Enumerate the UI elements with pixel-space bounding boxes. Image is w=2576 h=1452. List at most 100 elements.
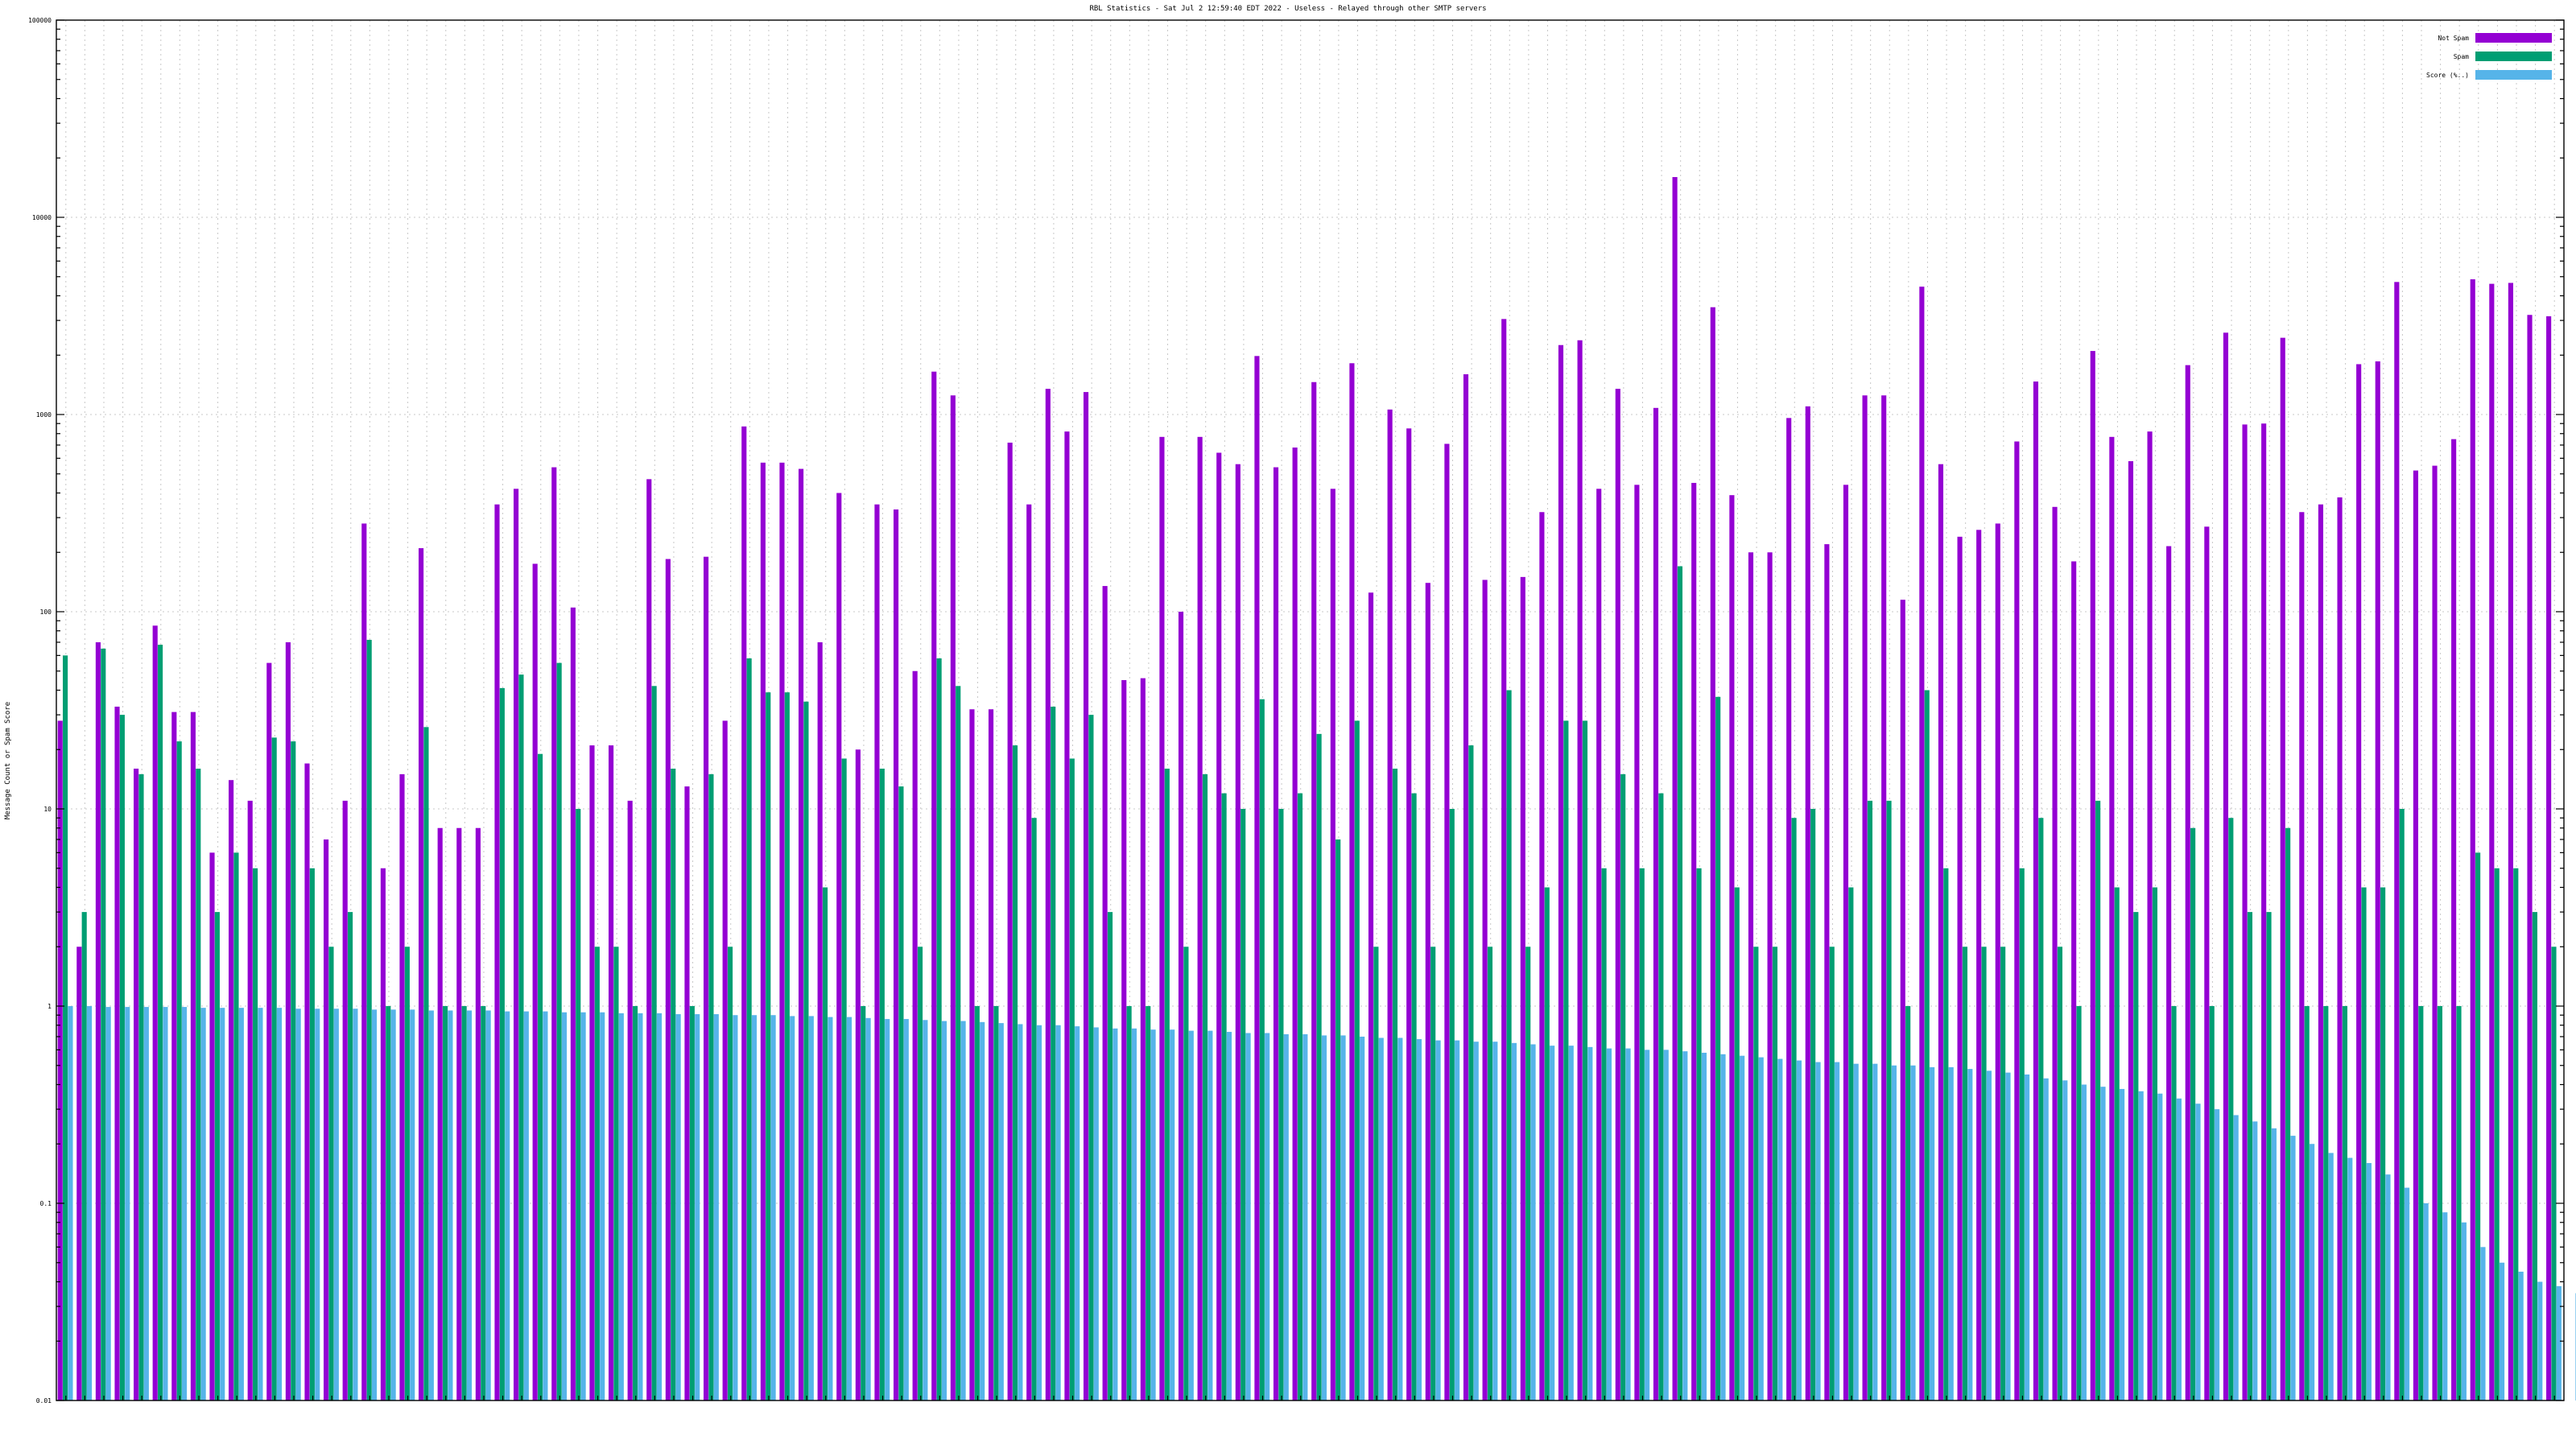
bar [1957,536,1963,1400]
bar [2380,887,2386,1400]
bar [2280,337,2285,1400]
bar [1981,947,1987,1400]
legend-label: Not Spam [2438,35,2469,42]
bar [532,563,538,1401]
bar [315,1009,320,1400]
bar [1577,340,1583,1400]
bar [1758,1057,1764,1400]
bar [1943,868,1949,1400]
bar [1007,442,1013,1401]
bar [348,912,353,1400]
bar [295,1009,301,1400]
bar [766,692,771,1400]
bar [1753,947,1759,1400]
bar [214,912,220,1400]
bar [2266,912,2272,1400]
bar [456,827,462,1400]
bar [1292,448,1298,1400]
bar [1848,887,1854,1400]
bar [1786,418,1792,1400]
bar [2347,1157,2353,1400]
bar [342,800,348,1400]
bar [1064,431,1070,1400]
bar [2494,868,2500,1400]
bar [171,712,177,1400]
bar [1378,1037,1384,1400]
bar [1729,495,1735,1401]
bar [442,1006,448,1400]
bar [304,763,310,1400]
bar [722,720,728,1400]
bar [1843,485,1849,1400]
bar [675,1014,681,1400]
bar [695,1014,700,1400]
bar [2500,1262,2505,1400]
bar [2423,1203,2429,1400]
bar [481,1006,486,1400]
bar [1045,389,1051,1400]
bar [2394,282,2400,1401]
bar [2318,504,2324,1401]
bar [1995,523,2000,1401]
bar [1283,1033,1289,1400]
bar [1701,1052,1707,1400]
bar [485,1010,491,1400]
bar [746,658,752,1400]
bar [1178,612,1184,1400]
bar [1511,1042,1517,1400]
bar [158,645,163,1400]
bar [689,1006,695,1400]
bar [1568,1046,1574,1400]
bar [1411,793,1417,1400]
bar [609,745,614,1400]
bar [1791,818,1797,1400]
bar [551,467,557,1400]
bar [291,741,296,1400]
bar [1740,1055,1745,1400]
bar [176,741,182,1400]
bar [543,1011,548,1400]
bar [2366,1162,2372,1400]
bar [1146,1006,1151,1400]
bar [1563,720,1569,1400]
bar [2342,1006,2347,1400]
bar [1710,307,1715,1401]
bar [808,1016,814,1400]
bar [1245,1033,1251,1400]
bar [1031,818,1037,1400]
bar [841,758,847,1400]
bar [969,709,975,1400]
bar [1226,1032,1232,1400]
y-axis-label: Message Count or Spam Score [4,702,12,819]
bar [134,768,139,1400]
plot-frame [56,19,2565,1401]
bar [713,1014,719,1400]
bar [514,489,519,1400]
bar [613,947,619,1400]
bar [1026,504,1032,1401]
bar [1696,868,1702,1400]
bar [556,662,562,1400]
bar [423,727,429,1400]
bar [917,947,923,1400]
bar [138,773,144,1400]
bar [627,800,633,1400]
bar [790,1016,795,1400]
bar [466,1010,473,1400]
bar [1392,768,1398,1400]
bar [1501,319,1507,1401]
bar [1131,1028,1137,1400]
bar [1625,1048,1631,1400]
bar [2247,912,2252,1400]
bar [86,1006,93,1400]
bar [1036,1025,1042,1400]
bar [828,1017,833,1400]
bar [1596,489,1602,1400]
bar [2418,1006,2424,1400]
bar [1620,773,1626,1400]
bar [461,1006,467,1400]
bar [618,1013,624,1400]
bar [2432,465,2438,1400]
bar [2546,316,2552,1400]
bar [2532,912,2537,1400]
